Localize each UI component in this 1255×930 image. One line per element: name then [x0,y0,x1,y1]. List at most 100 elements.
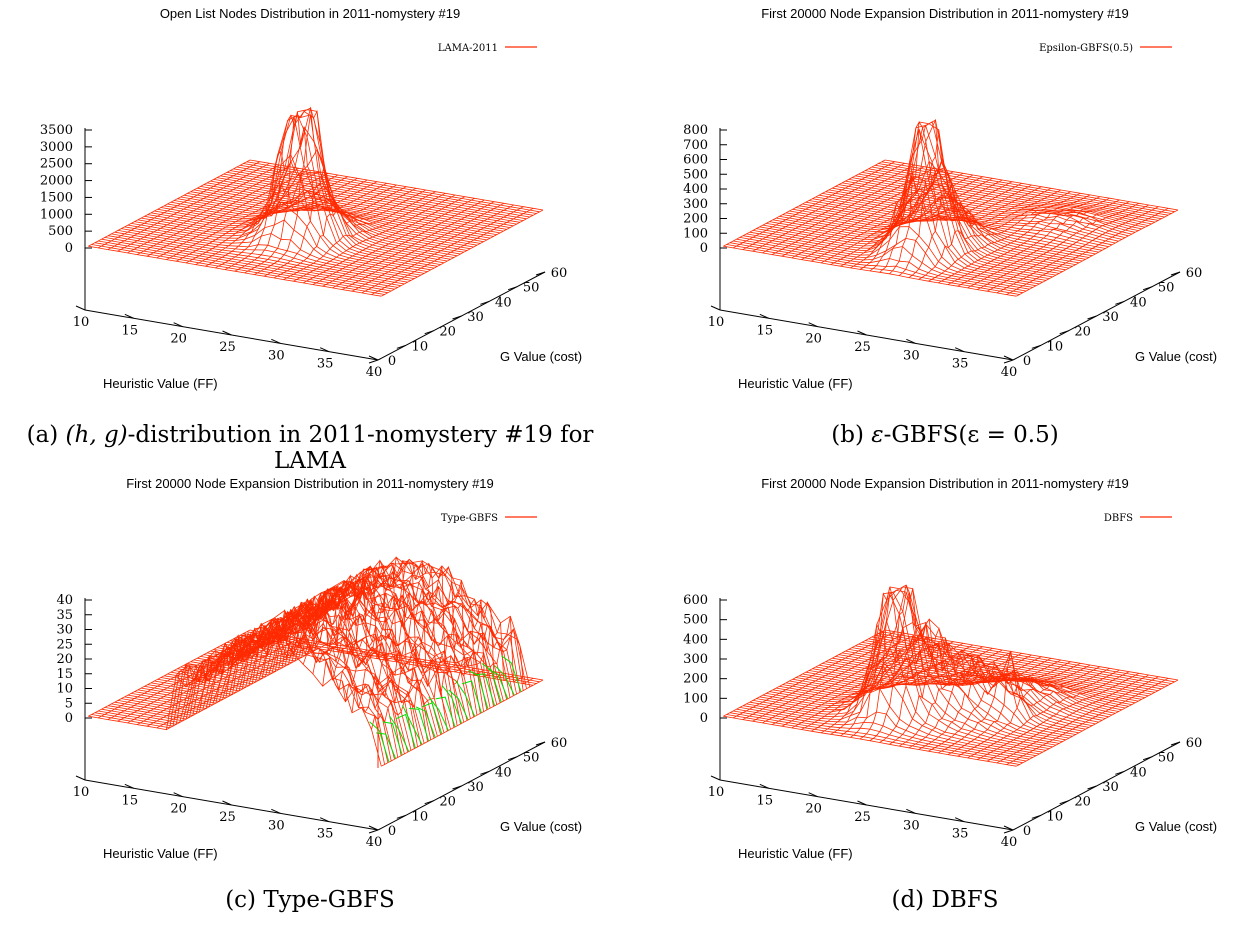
y-tick-label: 60 [1186,736,1203,751]
mesh-line [322,199,485,287]
mesh-line [371,207,534,295]
mesh-line [97,161,260,249]
z-tick-label: 700 [683,138,708,153]
y-tick-label: 40 [1130,765,1147,780]
z-tick-label: 3500 [40,123,73,138]
x-tick-label: 25 [219,340,236,355]
z-tick-label: 3000 [40,140,73,155]
x-tick [271,338,281,344]
caption-text: -GBFS(ε = 0.5) [883,422,1059,448]
x-tick-label: 40 [366,365,383,380]
z-tick-label: 0 [700,711,708,726]
mesh-line [273,191,436,279]
mesh-line [107,162,270,250]
x-tick-label: 30 [903,818,920,833]
mesh-line [840,179,1003,267]
x-tick-label: 15 [122,323,139,338]
z-tick-label: 400 [683,632,708,647]
mesh-line [107,632,270,720]
mesh-line [166,642,329,730]
z-tick-label: 40 [56,593,73,608]
mesh-line [791,641,954,729]
mesh-line [361,206,524,294]
mesh-line [889,119,1052,275]
caption-b: (b) ε-GBFS(ε = 0.5) [635,422,1255,448]
y-tick-label: 30 [1102,310,1119,325]
y-tick-label: 0 [388,354,396,369]
mesh-line [351,204,514,292]
mesh-line [244,559,407,663]
panel-b: First 20000 Node Expansion Distribution … [635,0,1255,460]
chart-title: First 20000 Node Expansion Distribution … [761,476,1129,491]
axes-base [75,598,546,834]
x-tick-label: 15 [122,793,139,808]
mesh-line-green [461,680,482,714]
y-tick-label: 20 [439,325,456,340]
mesh-line [1006,677,1169,765]
y-tick [535,741,546,746]
mesh-line [303,196,466,284]
z-tick-label: 25 [56,637,73,652]
axes-base [75,128,546,364]
legend-label: DBFS [1104,513,1133,524]
z-tick-label: 200 [683,672,708,687]
mesh-line [156,641,319,729]
mesh-line [928,194,1091,282]
surface-mesh [723,118,1179,297]
mesh-line [733,710,1027,762]
x-tick [173,322,183,328]
x-tick [710,305,721,311]
x-axis-label: Heuristic Value (FF) [103,376,218,391]
caption-math: (h, g) [65,422,128,448]
y-tick-label: 0 [1023,824,1031,839]
mesh-line [977,672,1140,760]
mesh-line [88,159,251,247]
y-tick [396,814,406,819]
x-tick-label: 30 [268,818,285,833]
y-tick-label: 20 [439,795,456,810]
y-tick-label: 50 [523,751,540,766]
chart-title: First 20000 Node Expansion Distribution … [126,476,494,491]
chart-title: Open List Nodes Distribution in 2011-nom… [160,6,460,21]
mesh-line [146,639,309,727]
mesh-line [723,715,1017,767]
mesh-line [918,662,1081,750]
x-tick-label: 35 [317,827,334,842]
z-tick-label: 10 [56,682,73,697]
mesh-line-green [448,689,469,721]
mesh-line [996,676,1159,764]
z-tick-label: 100 [683,691,708,706]
y-tick [1170,741,1181,746]
x-tick [222,330,232,336]
x-tick-label: 30 [268,348,285,363]
y-tick-label: 20 [1074,325,1091,340]
mesh-line [996,206,1159,294]
y-tick [508,756,518,761]
mesh-line [762,636,925,724]
mesh-line [371,628,534,730]
y-tick-label: 40 [495,765,512,780]
mesh-line [820,646,983,734]
z-tick-label: 200 [683,212,708,227]
x-tick-label: 25 [219,810,236,825]
mesh-line [147,110,441,265]
mesh-line [986,674,1149,762]
mesh-line [781,169,944,257]
x-tick-label: 20 [805,332,822,347]
y-tick [1031,344,1041,349]
mesh-line-green [376,732,397,759]
mesh-line [938,196,1101,284]
mesh-line [732,161,895,249]
surface-mesh [723,584,1179,767]
mesh-line [293,194,456,282]
y-tick [1143,756,1153,761]
x-tick-label: 20 [170,802,187,817]
x-tick-label: 40 [1001,365,1018,380]
mesh-line [742,632,905,720]
mesh-line [312,580,475,675]
y-tick [368,359,379,364]
x-tick-label: 35 [952,827,969,842]
x-tick [857,330,867,336]
x-tick-label: 10 [73,315,90,330]
caption-text: DBFS [931,887,999,913]
